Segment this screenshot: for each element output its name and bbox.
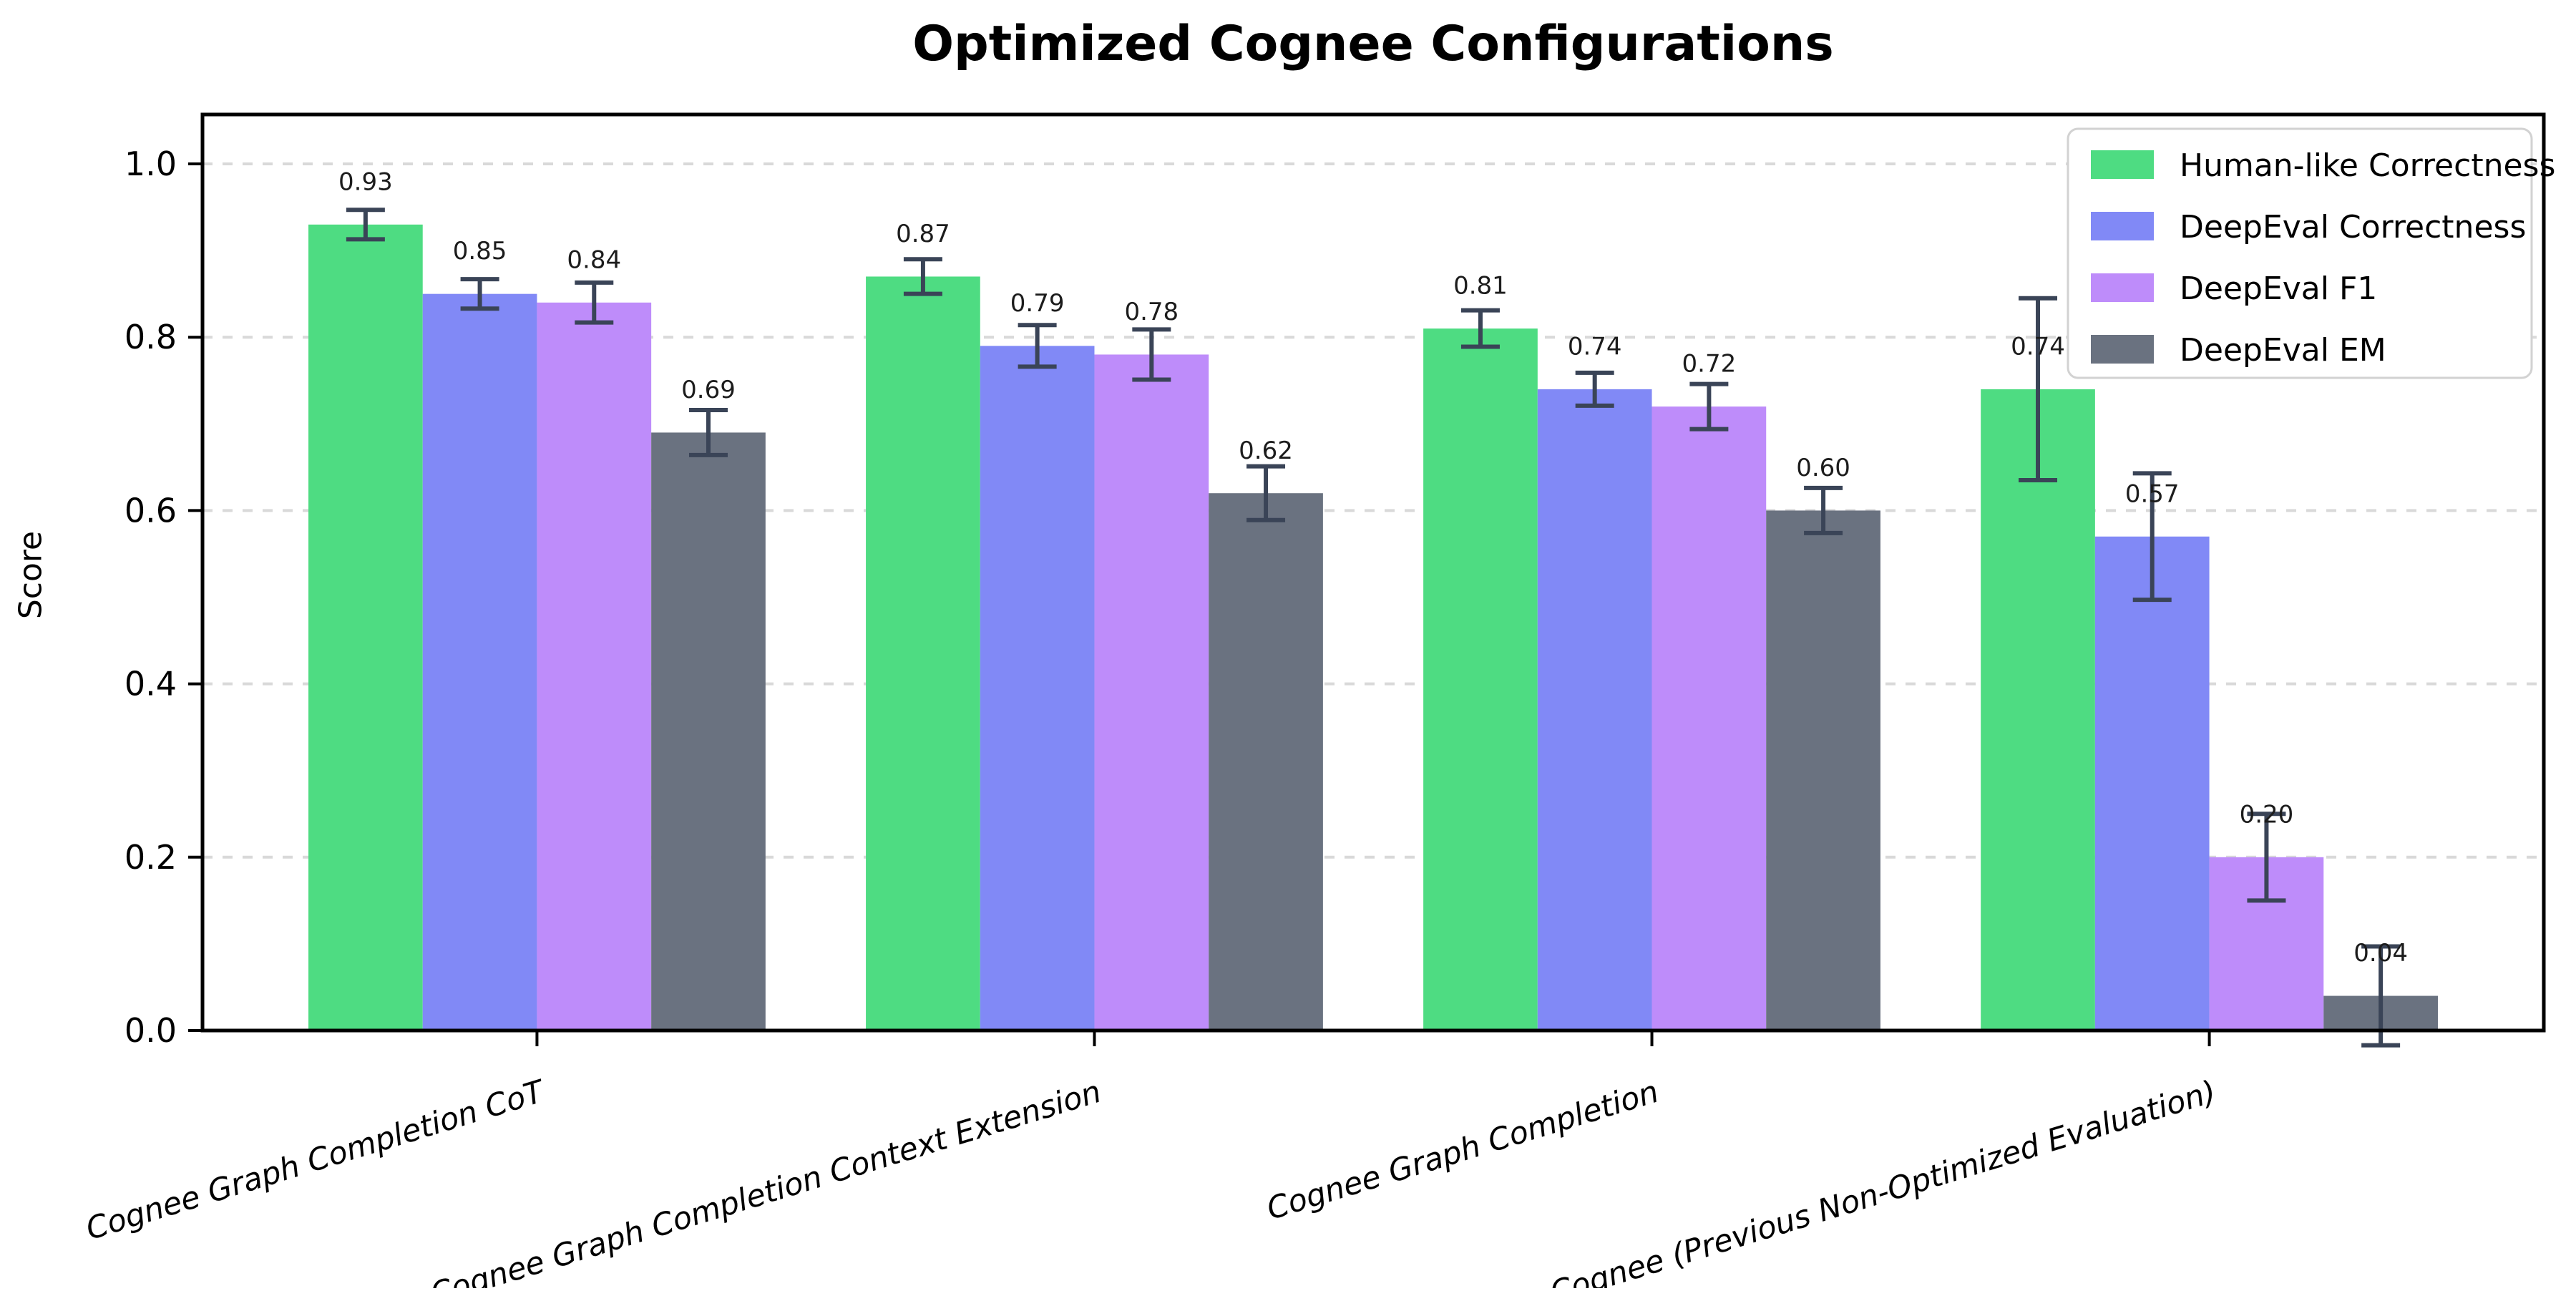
- value-label: 0.74: [2011, 332, 2065, 361]
- bar: [422, 293, 537, 1031]
- value-label: 0.93: [338, 167, 393, 196]
- value-label: 0.62: [1239, 437, 1293, 465]
- value-label: 0.69: [681, 376, 736, 404]
- legend-swatch: [2091, 335, 2154, 364]
- bar: [866, 276, 980, 1031]
- y-axis-label: Score: [12, 530, 49, 620]
- y-tick-label: 0.4: [125, 665, 177, 703]
- bar: [1094, 354, 1209, 1031]
- y-tick-label: 0.6: [125, 491, 177, 530]
- value-label: 0.78: [1124, 298, 1179, 326]
- plot-frame: [200, 112, 2546, 1033]
- value-label: 0.04: [2353, 939, 2408, 968]
- legend-swatch: [2091, 212, 2154, 240]
- bar: [651, 432, 766, 1031]
- bar: [1766, 510, 1880, 1031]
- y-tick-label: 1.0: [125, 145, 177, 183]
- value-label: 0.20: [2240, 800, 2294, 829]
- bar: [1209, 493, 1323, 1031]
- bar: [1652, 406, 1767, 1031]
- y-tick-label: 0.8: [125, 318, 177, 356]
- bar: [1423, 328, 1538, 1031]
- legend-swatch: [2091, 150, 2154, 179]
- value-labels-layer: 0.93 0.87 0.81 0.74 0.85 0.79 0.74 0.57 0.84 0.78…: [338, 167, 2408, 968]
- value-label: 0.84: [567, 245, 621, 274]
- value-label: 0.60: [1796, 454, 1850, 482]
- legend-swatch: [2091, 273, 2154, 302]
- legend-label: DeepEval EM: [2180, 332, 2386, 369]
- legend-label: Human-like Correctness: [2180, 147, 2555, 184]
- value-label: 0.87: [896, 220, 950, 248]
- value-label: 0.72: [1682, 350, 1737, 379]
- bar: [308, 224, 423, 1031]
- value-label: 0.79: [1010, 289, 1065, 318]
- y-tick-label: 0.0: [125, 1011, 177, 1050]
- bar: [1537, 389, 1652, 1031]
- legend: Human-like Correctness DeepEval Correctne…: [2067, 127, 2555, 379]
- value-label: 0.74: [1568, 332, 1622, 361]
- bar: [980, 346, 1095, 1031]
- x-tick-label: Cognee Graph Completion: [1263, 1074, 1663, 1227]
- bars-layer: [308, 224, 2438, 1031]
- bar: [537, 302, 652, 1031]
- y-tick-label: 0.2: [125, 838, 177, 877]
- value-label: 0.85: [453, 237, 507, 265]
- chart-title: Optimized Cognee Configurations: [912, 16, 1834, 72]
- legend-label: DeepEval F1: [2180, 271, 2377, 307]
- legend-label: DeepEval Correctness: [2180, 209, 2526, 245]
- legend-box: [2067, 127, 2533, 379]
- bar: [1981, 389, 2095, 1031]
- value-label: 0.81: [1453, 272, 1508, 301]
- value-label: 0.57: [2125, 479, 2180, 508]
- error-bars-layer: [346, 208, 2401, 1048]
- x-tick-label: Cognee Graph Completion CoT: [82, 1073, 551, 1248]
- bar: [2094, 536, 2210, 1031]
